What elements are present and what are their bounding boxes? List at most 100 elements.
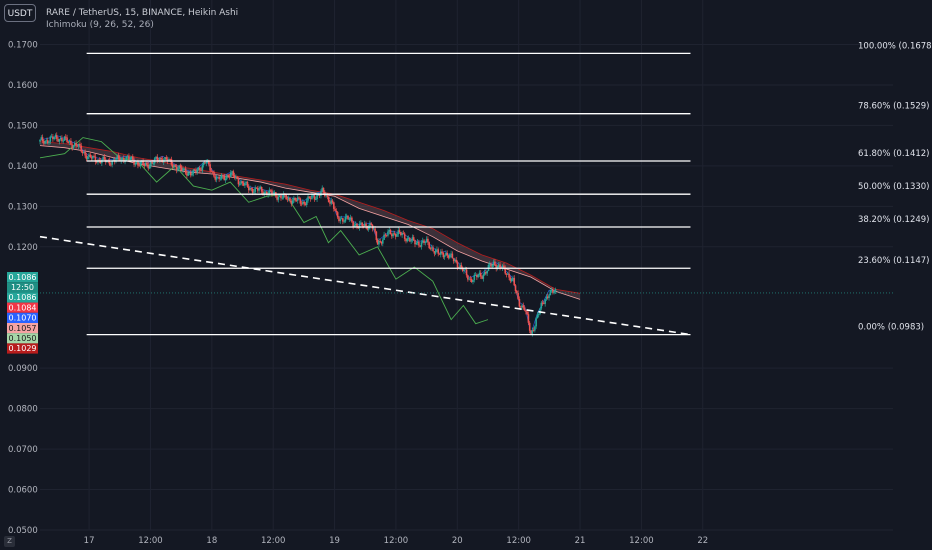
price-badge-label: 0.1086: [9, 293, 37, 302]
candle-body: [540, 302, 543, 309]
indicator-legend[interactable]: Ichimoku (9, 26, 52, 26): [46, 20, 154, 30]
candle-body: [416, 241, 419, 244]
dashed-trend-line: [39, 235, 691, 336]
candle-body: [99, 160, 102, 164]
candle-body: [473, 274, 476, 281]
candle-body: [509, 277, 512, 282]
candle-body: [293, 197, 295, 201]
price-badge-label: 0.1029: [9, 344, 37, 353]
candle-body: [151, 162, 153, 164]
candle-body: [527, 314, 530, 323]
candle-body: [467, 275, 469, 280]
candle-body: [374, 228, 376, 232]
candle-body: [143, 165, 146, 167]
y-tick-label: 0.0800: [8, 405, 38, 415]
candle-body: [84, 151, 86, 156]
candle-body: [428, 242, 430, 249]
candle-body: [441, 251, 443, 254]
candle-body: [410, 240, 412, 242]
fib-level-label: 100.00% (0.1678): [858, 41, 932, 51]
candle-body: [174, 165, 177, 167]
candle-body: [483, 272, 486, 275]
candle-body: [336, 212, 339, 218]
price-badge: [7, 292, 38, 303]
fibonacci-retracement[interactable]: 100.00% (0.1678) 78.60% (0.1529) 61.80% (0…: [86, 41, 932, 336]
price-candles: [39, 132, 557, 337]
y-tick-label: 0.0900: [8, 364, 38, 374]
candle-body: [389, 229, 392, 235]
price-badge: [7, 333, 38, 344]
candle-body: [220, 174, 223, 179]
candle-body: [125, 156, 128, 162]
candle-body: [470, 279, 473, 283]
candle-body: [94, 156, 97, 162]
candle-body: [44, 140, 46, 144]
candle-body: [134, 163, 137, 165]
candle-body: [184, 168, 187, 174]
candle-body: [528, 322, 531, 331]
candle-body: [175, 166, 178, 171]
y-tick-label: 0.1600: [8, 81, 38, 91]
candle-body: [522, 305, 525, 308]
candle-body: [449, 254, 451, 258]
candle-body: [218, 176, 220, 180]
candle-body: [108, 160, 111, 165]
candle-body: [148, 165, 151, 169]
candle-body: [445, 252, 447, 256]
candle-body: [211, 171, 214, 173]
price-badge: [7, 302, 38, 313]
candle-body: [309, 198, 312, 199]
price-badge-label: 0.1050: [9, 334, 37, 343]
leading-span-a: [39, 145, 581, 300]
candle-body: [54, 135, 57, 138]
candle-body: [227, 175, 229, 177]
candle-body: [304, 203, 307, 205]
candle-body: [295, 200, 298, 202]
candle-body: [187, 172, 190, 176]
candle-body: [138, 165, 141, 167]
candle-body: [40, 137, 43, 140]
candle-body: [110, 164, 112, 166]
x-tick-label: 12:00: [506, 536, 531, 546]
candle-body: [376, 239, 379, 245]
candle-body: [156, 156, 159, 161]
candle-body: [253, 191, 255, 193]
candle-body: [76, 145, 79, 147]
candle-body: [476, 274, 478, 278]
tradingview-logo-icon[interactable]: Z: [4, 536, 15, 547]
candle-body: [232, 171, 235, 176]
candle-body: [343, 221, 345, 223]
candle-body: [228, 176, 231, 178]
candle-body: [491, 264, 494, 267]
candle-body: [331, 200, 334, 203]
candle-body: [282, 193, 285, 198]
candle-body: [405, 238, 407, 242]
candle-body: [421, 240, 424, 243]
symbol-title[interactable]: RARE / TetherUS, 15, BINANCE, Heikin Ash…: [46, 8, 239, 18]
candle-body: [133, 160, 135, 165]
candle-body: [202, 162, 205, 166]
trend-line[interactable]: [39, 235, 893, 336]
candle-body: [521, 305, 523, 308]
candle-body: [506, 273, 509, 275]
candle-body: [200, 170, 202, 172]
candle-body: [67, 141, 70, 143]
price-axis[interactable]: 0.1700 0.1600 0.1500 0.1400 0.1300 0.1200 0.09…: [8, 41, 38, 536]
candle-body: [64, 136, 67, 138]
candle-body: [552, 289, 554, 293]
candle-body: [446, 252, 449, 256]
candle-body: [505, 273, 508, 275]
candle-body: [322, 187, 325, 192]
candle-body: [41, 137, 44, 142]
candle-body: [183, 168, 186, 170]
fib-level-label: 50.00% (0.1330): [858, 182, 930, 192]
candle-body: [401, 233, 403, 236]
fib-level-label: 78.60% (0.1529): [858, 102, 930, 112]
currency-selector[interactable]: USDT: [4, 4, 36, 22]
candle-body: [53, 137, 55, 140]
candle-body: [241, 181, 244, 184]
time-axis[interactable]: 17 12:00 18 12:00 19 12:00 20 12:00 21 12:00 22: [84, 536, 708, 546]
candle-body: [223, 176, 226, 181]
candle-body: [63, 136, 66, 141]
